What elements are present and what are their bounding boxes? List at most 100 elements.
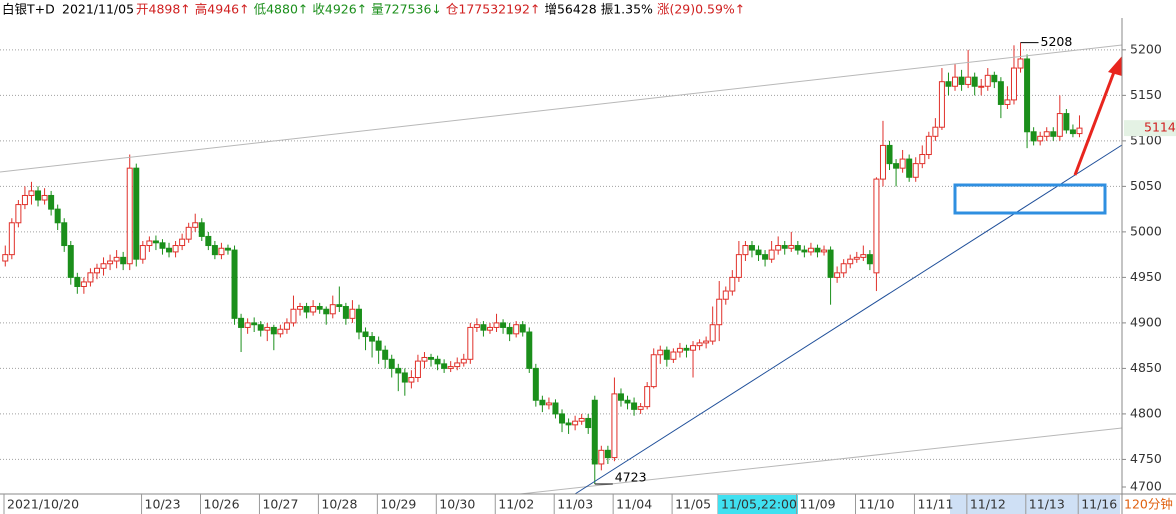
candle-down xyxy=(74,276,81,287)
y-tick-label: 5200 xyxy=(1130,41,1162,56)
highlight-box xyxy=(953,183,1107,215)
candle-down xyxy=(205,235,212,247)
candle-up xyxy=(768,249,775,260)
candle-up xyxy=(696,342,703,347)
candle-down xyxy=(762,254,769,260)
candle-up xyxy=(454,362,461,368)
instrument: 白银T+D xyxy=(2,2,55,17)
candle-down xyxy=(428,356,435,360)
candle-up xyxy=(244,322,251,328)
candle-down xyxy=(434,358,441,365)
header: 白银T+D 2021/11/05 开4898↑ 高4946↑ 低4880↑ 收4926… xyxy=(2,2,745,17)
candle-down xyxy=(958,76,965,85)
candle-up xyxy=(107,260,114,265)
candle-up xyxy=(965,76,972,85)
candle-up xyxy=(873,178,880,274)
candle-down xyxy=(827,249,834,278)
candle-up xyxy=(853,256,860,260)
candle-down xyxy=(152,240,159,244)
header-close: 收4926↑ xyxy=(312,2,367,17)
candle-down xyxy=(663,349,670,360)
candle-up xyxy=(978,85,985,88)
candle-up xyxy=(139,245,146,260)
y-tick-label: 4800 xyxy=(1130,405,1162,420)
candle-down xyxy=(159,242,166,249)
candle-up xyxy=(1056,113,1063,137)
candle-down xyxy=(565,422,572,426)
candle-down xyxy=(120,256,127,265)
candle-up xyxy=(408,377,415,383)
x-tick-label: 11/05,22:00 xyxy=(721,497,797,512)
candle-up xyxy=(709,324,716,342)
candle-down xyxy=(342,306,349,319)
candle-down xyxy=(814,247,821,253)
candle-up xyxy=(1076,127,1083,135)
candle-up xyxy=(414,360,421,379)
candle-down xyxy=(631,402,638,410)
candle-down xyxy=(906,158,913,178)
candle-up xyxy=(742,245,749,256)
candle-down xyxy=(997,81,1004,105)
candle-up xyxy=(329,304,336,315)
candle-up xyxy=(932,126,939,137)
candle-up xyxy=(899,158,906,169)
candle-down xyxy=(67,245,74,278)
candle-down xyxy=(355,308,362,333)
candle-up xyxy=(840,263,847,274)
candle-up xyxy=(80,281,87,287)
last-price: 5114 xyxy=(1144,120,1176,135)
candle-down xyxy=(748,245,755,251)
candle-up xyxy=(879,144,886,180)
candle-up xyxy=(637,406,644,410)
candle-down xyxy=(238,317,245,328)
candle-up xyxy=(87,272,94,283)
candle-down xyxy=(591,399,598,465)
candle-up xyxy=(919,154,926,165)
candle-up xyxy=(1004,99,1011,105)
candle-up xyxy=(716,298,723,326)
candle-down xyxy=(500,322,507,328)
candle-down xyxy=(755,249,762,256)
candle-down xyxy=(441,363,448,369)
x-tick-label: 11/11 xyxy=(917,497,953,512)
header-amplitude: 振1.35% xyxy=(601,2,653,17)
candle-down xyxy=(480,324,487,331)
date: 2021/11/05 xyxy=(62,2,134,17)
candle-up xyxy=(283,322,290,330)
x-tick-label: 11/16 xyxy=(1081,497,1117,512)
y-tick-label: 5050 xyxy=(1130,178,1162,193)
header-low: 低4880↑ xyxy=(254,2,309,17)
candle-up xyxy=(657,349,664,356)
candle-down xyxy=(1069,129,1076,135)
candle-up xyxy=(179,238,186,247)
candle-up xyxy=(486,326,493,331)
candle-up xyxy=(349,308,356,319)
candle-down xyxy=(945,81,952,87)
candle-down xyxy=(585,417,592,429)
candle-up xyxy=(775,245,782,251)
x-tick-label: 10/30 xyxy=(439,497,475,512)
candle-up xyxy=(690,345,697,351)
candle-down xyxy=(971,76,978,87)
candle-down xyxy=(886,144,893,165)
candle-down xyxy=(526,331,533,369)
header-open: 开4898↑ xyxy=(136,2,191,17)
x-tick-label: 11/09 xyxy=(800,497,836,512)
y-tick-label: 4750 xyxy=(1130,451,1162,466)
x-tick-label: 11/03 xyxy=(557,497,593,512)
candle-down xyxy=(866,254,873,265)
candle-up xyxy=(21,194,28,206)
period-label: 120分钟 xyxy=(1124,497,1173,512)
candle-down xyxy=(382,349,389,360)
candle-down xyxy=(1050,131,1057,137)
candle-down xyxy=(1024,58,1031,133)
candle-up xyxy=(952,76,959,87)
candle-down xyxy=(539,399,546,406)
y-tick-label: 5000 xyxy=(1130,223,1162,238)
candle-up xyxy=(28,190,35,196)
candle-down xyxy=(604,449,611,459)
candle-up xyxy=(735,254,742,278)
candle-up xyxy=(93,267,100,274)
y-tick-label: 4700 xyxy=(1130,479,1162,494)
